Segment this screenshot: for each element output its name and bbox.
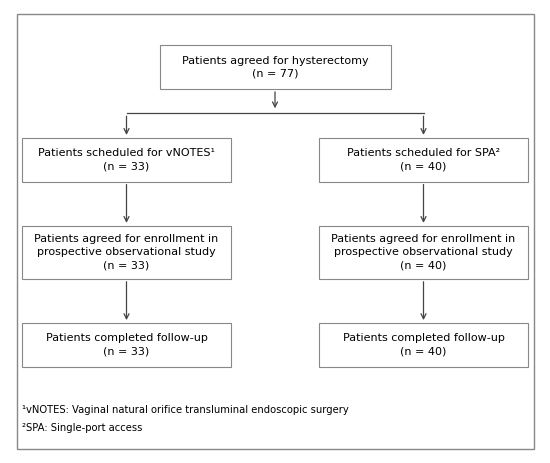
Bar [160,45,390,89]
Text: Patients scheduled for SPA²: Patients scheduled for SPA² [347,148,500,158]
Text: (n = 33): (n = 33) [103,161,150,171]
Text: prospective observational study: prospective observational study [37,247,216,257]
Text: Patients agreed for hysterectomy: Patients agreed for hysterectomy [182,56,368,66]
Text: Patients completed follow-up: Patients completed follow-up [343,333,504,344]
Bar [319,323,528,367]
Text: (n = 77): (n = 77) [252,69,298,79]
Text: Patients agreed for enrollment in: Patients agreed for enrollment in [34,234,219,244]
Text: Patients completed follow-up: Patients completed follow-up [46,333,207,344]
Bar [22,225,231,279]
Bar [22,323,231,367]
Bar [319,138,528,181]
Text: (n = 33): (n = 33) [103,260,150,270]
Text: (n = 40): (n = 40) [400,346,447,357]
Text: Patients agreed for enrollment in: Patients agreed for enrollment in [331,234,516,244]
Text: ¹vNOTES: Vaginal natural orifice transluminal endoscopic surgery: ¹vNOTES: Vaginal natural orifice translu… [22,405,349,415]
Text: (n = 40): (n = 40) [400,161,447,171]
Text: (n = 40): (n = 40) [400,260,447,270]
Text: ²SPA: Single-port access: ²SPA: Single-port access [22,423,142,433]
Text: prospective observational study: prospective observational study [334,247,513,257]
Bar [319,225,528,279]
Bar [22,138,231,181]
Text: Patients scheduled for vNOTES¹: Patients scheduled for vNOTES¹ [38,148,215,158]
Text: (n = 33): (n = 33) [103,346,150,357]
